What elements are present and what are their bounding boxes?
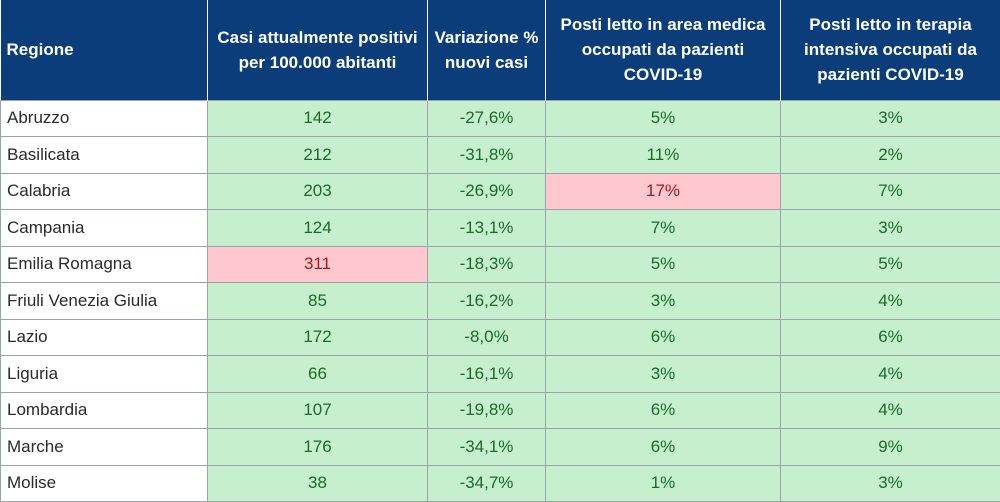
cell-medical-beds: 5%	[545, 245, 781, 283]
cell-variation: -18,3%	[427, 245, 546, 283]
cell-cases: 85	[207, 282, 428, 320]
cell-cases: 172	[207, 318, 428, 356]
cell-variation: -31,8%	[427, 136, 546, 174]
table-row: Abruzzo 142 -27,6% 5% 3%	[0, 99, 1000, 137]
cell-medical-beds: 6%	[545, 391, 781, 429]
cell-variation: -19,8%	[427, 391, 546, 429]
cell-medical-beds: 6%	[545, 318, 781, 356]
cell-cases: 142	[207, 99, 428, 137]
cell-region: Campania	[0, 209, 208, 247]
header-row: Regione Casi attualmente positivi per 10…	[0, 0, 1000, 100]
cell-medical-beds: 17%	[545, 172, 781, 210]
cell-icu-beds: 6%	[780, 318, 1000, 356]
table-row: Molise 38 -34,7% 1% 3%	[0, 464, 1000, 502]
cell-medical-beds: 6%	[545, 428, 781, 466]
cell-region: Basilicata	[0, 136, 208, 174]
cell-region: Lazio	[0, 318, 208, 356]
cell-icu-beds: 2%	[780, 136, 1000, 174]
cell-region: Friuli Venezia Giulia	[0, 282, 208, 320]
cell-cases: 311	[207, 245, 428, 283]
cell-region: Emilia Romagna	[0, 245, 208, 283]
table-row: Friuli Venezia Giulia 85 -16,2% 3% 4%	[0, 282, 1000, 320]
table-row: Campania 124 -13,1% 7% 3%	[0, 209, 1000, 247]
cell-medical-beds: 3%	[545, 355, 781, 393]
cell-variation: -16,1%	[427, 355, 546, 393]
cell-cases: 203	[207, 172, 428, 210]
cell-region: Molise	[0, 464, 208, 502]
cell-icu-beds: 9%	[780, 428, 1000, 466]
cell-variation: -8,0%	[427, 318, 546, 356]
cell-cases: 66	[207, 355, 428, 393]
header-medical-beds: Posti letto in area medica occupati da p…	[545, 0, 781, 100]
cell-icu-beds: 5%	[780, 245, 1000, 283]
cell-icu-beds: 4%	[780, 282, 1000, 320]
table-body: Abruzzo 142 -27,6% 5% 3% Basilicata 212 -31,8% 1…	[0, 99, 1000, 502]
header-icu-beds: Posti letto in terapia intensiva occupat…	[780, 0, 1000, 100]
cell-region: Abruzzo	[0, 99, 208, 137]
table-row: Marche 176 -34,1% 6% 9%	[0, 428, 1000, 466]
cell-cases: 107	[207, 391, 428, 429]
cell-cases: 38	[207, 464, 428, 502]
cell-medical-beds: 7%	[545, 209, 781, 247]
cell-medical-beds: 3%	[545, 282, 781, 320]
cell-cases: 212	[207, 136, 428, 174]
cell-region: Lombardia	[0, 391, 208, 429]
table-row: Emilia Romagna 311 -18,3% 5% 5%	[0, 245, 1000, 283]
table-row: Calabria 203 -26,9% 17% 7%	[0, 172, 1000, 210]
cell-icu-beds: 7%	[780, 172, 1000, 210]
table-row: Basilicata 212 -31,8% 11% 2%	[0, 136, 1000, 174]
cell-variation: -34,7%	[427, 464, 546, 502]
cell-icu-beds: 3%	[780, 99, 1000, 137]
table-row: Liguria 66 -16,1% 3% 4%	[0, 355, 1000, 393]
cell-icu-beds: 3%	[780, 209, 1000, 247]
cell-icu-beds: 4%	[780, 391, 1000, 429]
cell-variation: -16,2%	[427, 282, 546, 320]
cell-variation: -27,6%	[427, 99, 546, 137]
cell-region: Calabria	[0, 172, 208, 210]
cell-cases: 176	[207, 428, 428, 466]
cell-medical-beds: 1%	[545, 464, 781, 502]
cell-variation: -13,1%	[427, 209, 546, 247]
cell-region: Liguria	[0, 355, 208, 393]
cell-variation: -26,9%	[427, 172, 546, 210]
cell-medical-beds: 11%	[545, 136, 781, 174]
table-row: Lombardia 107 -19,8% 6% 4%	[0, 391, 1000, 429]
cell-cases: 124	[207, 209, 428, 247]
header-variation: Variazione % nuovi casi	[427, 0, 546, 100]
table-row: Lazio 172 -8,0% 6% 6%	[0, 318, 1000, 356]
cell-icu-beds: 4%	[780, 355, 1000, 393]
header-region: Regione	[0, 0, 208, 100]
cell-icu-beds: 3%	[780, 464, 1000, 502]
cell-medical-beds: 5%	[545, 99, 781, 137]
cell-variation: -34,1%	[427, 428, 546, 466]
cell-region: Marche	[0, 428, 208, 466]
header-cases: Casi attualmente positivi per 100.000 ab…	[207, 0, 428, 100]
